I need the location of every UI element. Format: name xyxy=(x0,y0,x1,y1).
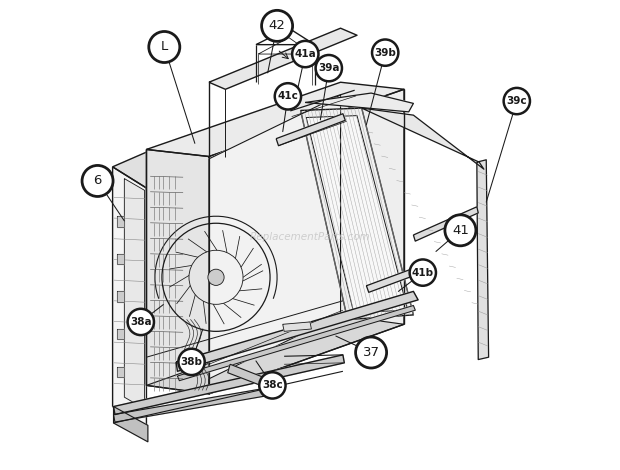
Polygon shape xyxy=(283,322,311,331)
Polygon shape xyxy=(209,95,340,379)
Polygon shape xyxy=(113,407,148,442)
Text: 41: 41 xyxy=(452,224,469,237)
Circle shape xyxy=(259,372,286,399)
Polygon shape xyxy=(301,108,414,320)
Text: L: L xyxy=(161,40,168,54)
Polygon shape xyxy=(414,207,478,241)
Polygon shape xyxy=(361,108,484,169)
Circle shape xyxy=(372,39,399,66)
Circle shape xyxy=(503,88,530,114)
Polygon shape xyxy=(306,116,408,313)
Text: 39c: 39c xyxy=(507,96,527,106)
Circle shape xyxy=(316,55,342,81)
Polygon shape xyxy=(117,329,125,339)
Polygon shape xyxy=(177,306,415,381)
Text: ReplacementParts.com: ReplacementParts.com xyxy=(250,232,370,243)
Text: 38a: 38a xyxy=(130,317,152,327)
Circle shape xyxy=(292,41,319,67)
Text: 38c: 38c xyxy=(262,380,283,391)
Polygon shape xyxy=(113,148,190,188)
Circle shape xyxy=(445,215,476,246)
Polygon shape xyxy=(305,93,414,112)
Polygon shape xyxy=(117,216,125,227)
Polygon shape xyxy=(146,82,404,157)
Polygon shape xyxy=(176,291,418,371)
Polygon shape xyxy=(113,385,283,422)
Text: 42: 42 xyxy=(268,19,286,32)
Polygon shape xyxy=(125,179,144,409)
Circle shape xyxy=(262,10,293,41)
Text: 6: 6 xyxy=(94,174,102,188)
Text: 38b: 38b xyxy=(180,357,203,367)
Polygon shape xyxy=(113,355,344,415)
Polygon shape xyxy=(209,89,404,394)
Circle shape xyxy=(128,309,154,335)
Polygon shape xyxy=(117,367,125,377)
Polygon shape xyxy=(146,149,209,394)
Polygon shape xyxy=(117,254,125,264)
Polygon shape xyxy=(117,291,125,302)
Circle shape xyxy=(275,83,301,110)
Polygon shape xyxy=(276,114,345,146)
Text: 41a: 41a xyxy=(294,49,316,59)
Polygon shape xyxy=(477,160,489,360)
Circle shape xyxy=(179,349,205,375)
Text: 39a: 39a xyxy=(318,63,340,73)
Polygon shape xyxy=(209,28,357,89)
Circle shape xyxy=(82,165,113,196)
Text: 41b: 41b xyxy=(412,267,434,278)
Text: 37: 37 xyxy=(363,346,379,359)
Circle shape xyxy=(208,269,224,285)
Polygon shape xyxy=(113,167,146,428)
Text: 41c: 41c xyxy=(278,91,298,102)
Polygon shape xyxy=(146,316,404,394)
Circle shape xyxy=(410,259,436,286)
Circle shape xyxy=(149,31,180,63)
Circle shape xyxy=(356,337,387,368)
Polygon shape xyxy=(228,364,284,394)
Polygon shape xyxy=(366,267,420,292)
Text: 39b: 39b xyxy=(374,47,396,58)
